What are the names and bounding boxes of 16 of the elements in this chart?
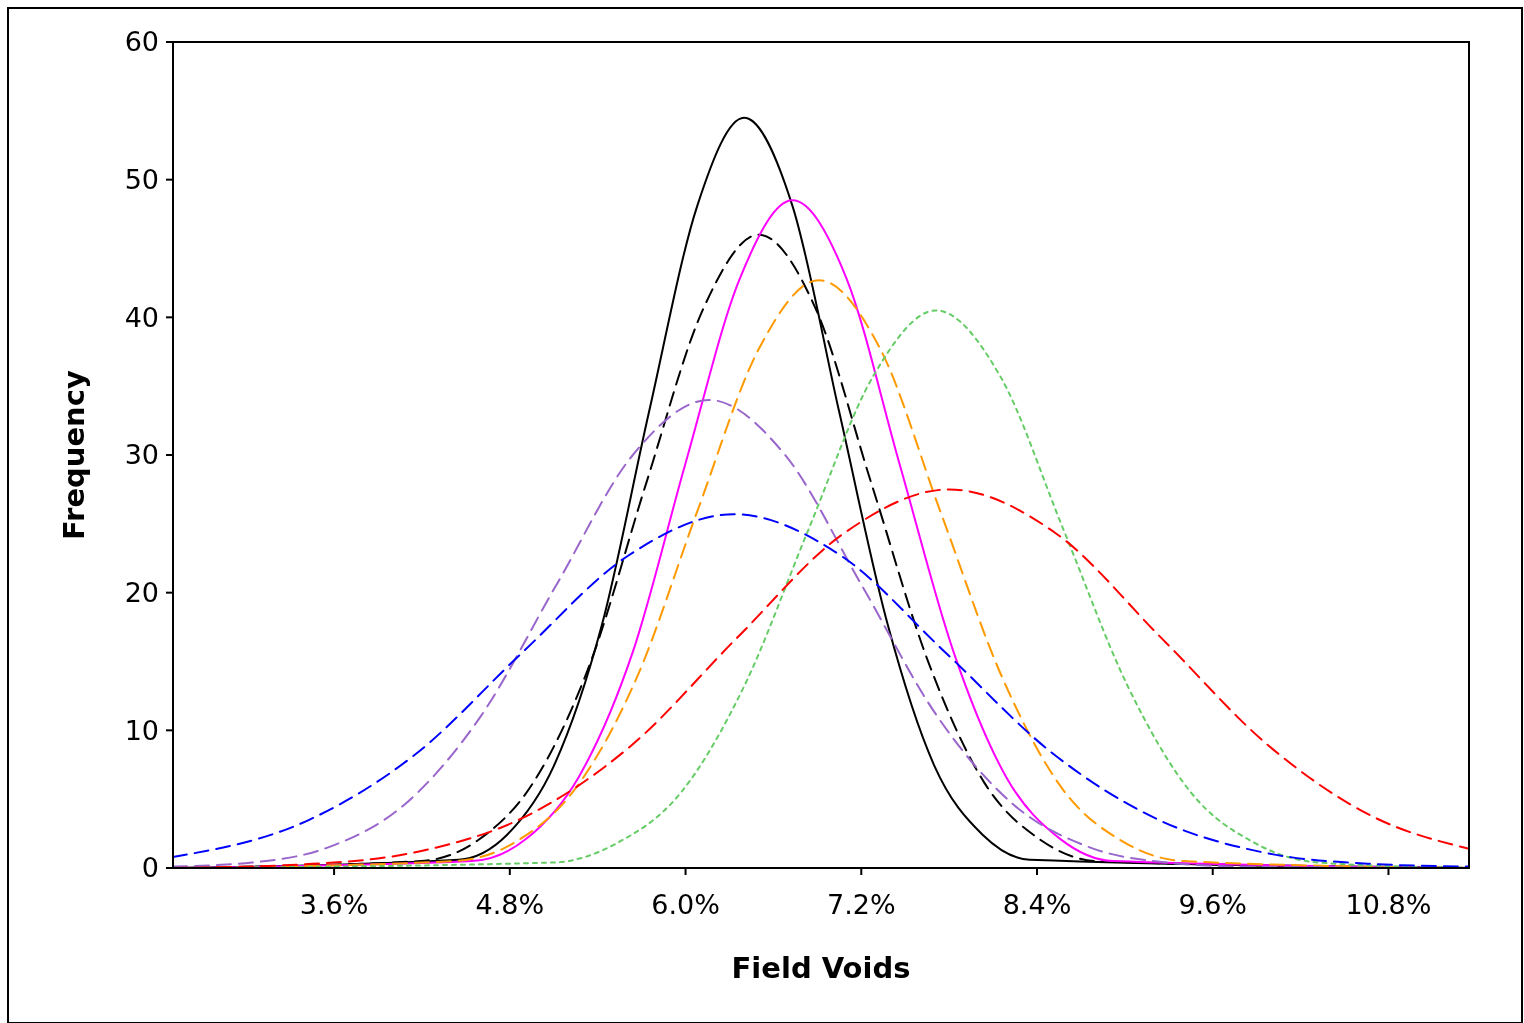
y-tick-label: 20 [124,577,159,609]
y-axis-title: Frequency [57,370,91,540]
y-tick-label: 0 [141,852,159,884]
y-tick-label: 50 [124,164,159,196]
x-tick-label: 4.8% [475,889,545,920]
y-tick-label: 30 [124,439,159,471]
x-tick-label: 3.6% [299,889,369,920]
y-tick-label: 40 [124,301,159,333]
y-tick-label: 60 [124,26,159,58]
x-tick-label: 9.6% [1178,889,1248,920]
y-tick-label: 10 [124,714,159,746]
x-tick-label: 8.4% [1002,889,1072,920]
x-tick-label: 6.0% [651,889,720,920]
x-tick-label: 7.2% [826,889,896,920]
x-axis-title: Field Voids [731,951,911,985]
x-tick-label: 10.8% [1345,889,1432,920]
